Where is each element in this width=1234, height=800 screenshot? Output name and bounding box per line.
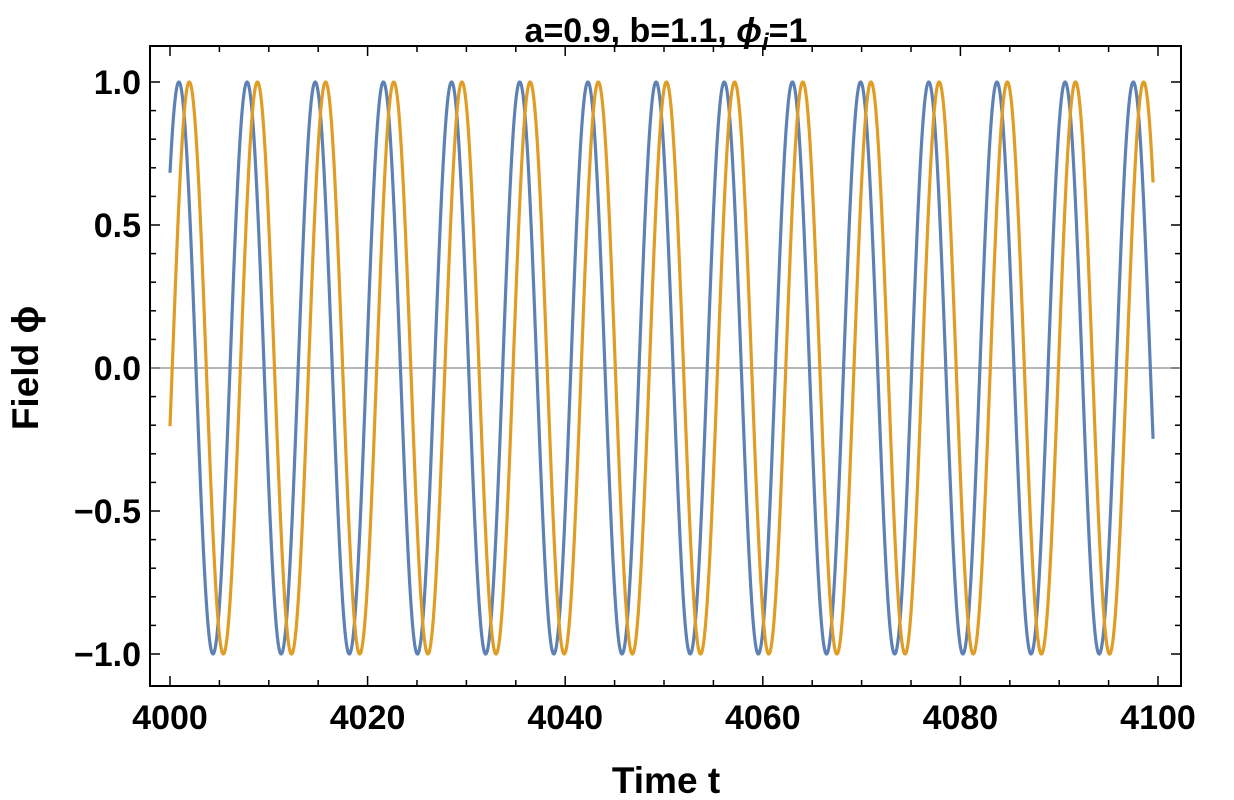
y-tick-label: −0.5 (74, 493, 141, 531)
tick-labels: 4000 4020 4040 4060 4080 4100 −1.0 −0.5 0.0 0.5 1.… (74, 64, 1196, 737)
x-tick-label: 4060 (725, 699, 801, 737)
x-tick-label: 4040 (527, 699, 603, 737)
data-series (168, 80, 1155, 656)
y-axis-label: Field ϕ (5, 306, 46, 430)
chart-title-suffix: =1 (769, 12, 808, 50)
chart-title-subscript: i (762, 29, 770, 56)
x-tick-label: 4020 (330, 699, 406, 737)
x-tick-label: 4100 (1120, 699, 1196, 737)
x-tick-label: 4000 (132, 699, 208, 737)
y-tick-label: 1.0 (94, 64, 141, 102)
y-tick-label: 0.5 (94, 207, 141, 245)
axis-ticks (150, 46, 1181, 686)
series-line-2 (168, 80, 1155, 656)
plot-frame (149, 45, 1182, 687)
x-tick-label: 4080 (923, 699, 999, 737)
chart-title: a=0.9, b=1.1, ϕi=1 (525, 12, 808, 56)
y-tick-label: −1.0 (74, 636, 141, 674)
x-axis-label: Time t (612, 760, 720, 800)
chart-title-prefix: a=0.9, b=1.1, (525, 12, 737, 50)
chart-title-symbol: ϕ (736, 12, 762, 50)
y-tick-label: 0.0 (94, 350, 141, 388)
